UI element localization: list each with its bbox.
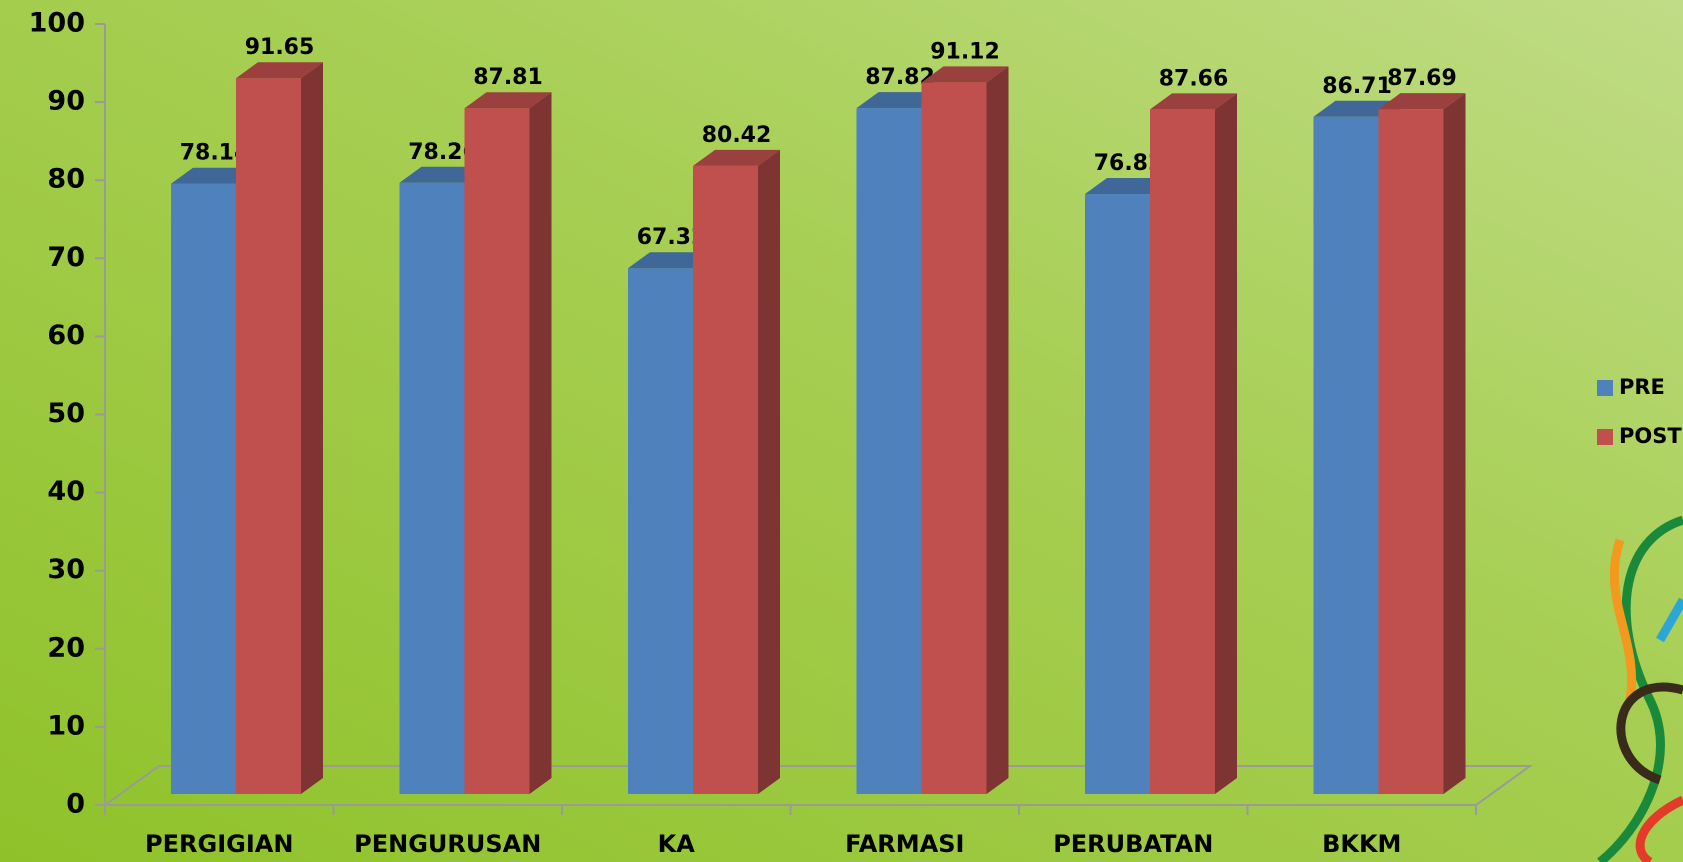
y-tick-label: 20: [47, 632, 85, 663]
data-label: 87.66: [1159, 66, 1229, 91]
bar: [1378, 93, 1466, 794]
bar-top: [464, 92, 552, 109]
x-tick-label: PERUBATAN: [1053, 830, 1213, 858]
bar-top: [693, 149, 780, 166]
bar-front: [1378, 109, 1444, 794]
bar-front: [921, 82, 987, 795]
legend-label: POST: [1619, 424, 1682, 448]
y-tick-label: 10: [47, 710, 85, 741]
bar-side: [1443, 93, 1466, 794]
bar-side: [986, 66, 1009, 795]
y-tick-label: 50: [47, 398, 85, 429]
data-label: 86.71: [1322, 74, 1392, 99]
bar-front: [236, 78, 301, 794]
bar: [236, 62, 323, 794]
x-tick-label: PENGURUSAN: [354, 830, 541, 858]
bar-top: [236, 62, 323, 79]
x-tick-label: FARMASI: [845, 830, 964, 858]
bar-top: [1378, 93, 1466, 110]
data-label: 87.81: [473, 65, 543, 90]
bar-side: [529, 92, 552, 794]
bar-side: [758, 149, 780, 794]
bar: [693, 149, 780, 794]
bar-front: [399, 182, 465, 794]
bar-side: [301, 62, 323, 794]
bar-front: [1313, 116, 1379, 794]
bar-front: [464, 108, 530, 794]
legend-swatch: [1597, 429, 1613, 445]
bar-front: [1150, 109, 1215, 795]
y-tick-label: 70: [47, 242, 85, 273]
data-label: 91.65: [245, 35, 315, 60]
y-tick-label: 90: [47, 86, 85, 117]
bar-front: [856, 108, 922, 795]
y-tick-label: 40: [47, 476, 85, 507]
bar: [464, 92, 552, 794]
bar-front: [1085, 194, 1150, 795]
data-label: 80.42: [702, 123, 772, 148]
x-tick-label: PERGIGIAN: [145, 830, 293, 858]
data-label: 87.69: [1387, 66, 1457, 91]
y-tick-label: 30: [47, 554, 85, 585]
bar-top: [1150, 93, 1237, 110]
y-tick-label: 80: [47, 164, 85, 195]
bar-front: [628, 268, 693, 794]
x-tick-label: KA: [658, 830, 696, 858]
y-tick-label: 100: [29, 8, 85, 39]
y-tick-label: 60: [47, 320, 85, 351]
y-tick-label: 0: [66, 789, 85, 820]
legend-swatch: [1597, 380, 1613, 396]
bar-front: [171, 183, 236, 795]
data-label: 91.12: [930, 39, 1000, 64]
bar: [1150, 93, 1237, 795]
bar-top: [921, 66, 1009, 83]
bar-front: [693, 165, 758, 794]
legend-label: PRE: [1619, 375, 1665, 399]
ornament: [1597, 515, 1683, 862]
bar: [921, 66, 1009, 795]
bar-side: [1215, 93, 1237, 795]
x-tick-label: BKKM: [1322, 830, 1401, 858]
